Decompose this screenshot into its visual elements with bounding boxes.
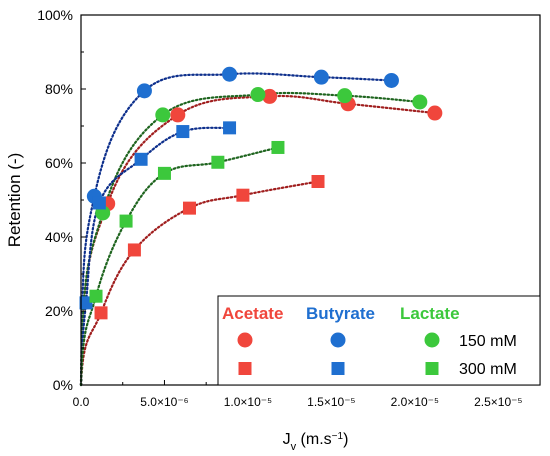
point-lactate-square bbox=[271, 140, 285, 154]
y-axis-title: Retention (-) bbox=[5, 153, 24, 247]
point-acetate-circle bbox=[170, 107, 186, 123]
y-tick-label: 80% bbox=[45, 81, 73, 97]
x-tick-label: 1.0×10⁻⁵ bbox=[224, 395, 272, 409]
legend-label-300mm: 300 mM bbox=[459, 361, 517, 378]
fit-curve-acetate bbox=[79, 180, 320, 387]
x-tick-label: 0.0 bbox=[73, 395, 90, 409]
fit-curve-butyrate bbox=[79, 126, 231, 387]
point-lactate-circle bbox=[250, 87, 266, 103]
legend-box bbox=[217, 295, 541, 386]
point-lactate-square bbox=[211, 155, 225, 169]
point-lactate-circle bbox=[337, 88, 353, 104]
point-lactate-square bbox=[119, 214, 133, 228]
x-axis-title-exp: −1 bbox=[332, 431, 344, 442]
x-axis-title-main: J bbox=[283, 431, 291, 448]
legend-circle-acetate bbox=[237, 332, 253, 348]
legend-header-acetate: Acetate bbox=[222, 304, 283, 323]
legend-circle-lactate bbox=[424, 332, 440, 348]
point-butyrate-circle bbox=[313, 69, 329, 85]
point-acetate-square bbox=[182, 201, 196, 215]
point-butyrate-circle bbox=[136, 83, 152, 99]
legend-square-acetate bbox=[238, 362, 252, 375]
point-lactate-circle bbox=[155, 107, 171, 123]
point-butyrate-circle bbox=[383, 72, 399, 88]
point-butyrate-square bbox=[134, 152, 148, 166]
point-acetate-square bbox=[311, 175, 325, 188]
x-axis-title-sub: v bbox=[291, 441, 297, 453]
y-tick-label: 100% bbox=[37, 7, 73, 23]
point-acetate-square bbox=[236, 188, 250, 202]
x-tick-label: 5.0×10⁻⁶ bbox=[140, 395, 188, 409]
legend: Acetate Butyrate Lactate 150 mM 300 mM bbox=[217, 295, 541, 386]
point-butyrate-circle bbox=[222, 66, 238, 82]
x-axis-title-close: ) bbox=[343, 431, 348, 448]
legend-square-butyrate bbox=[331, 362, 345, 375]
y-tick-label: 20% bbox=[45, 303, 73, 319]
x-tick-label: 1.5×10⁻⁵ bbox=[307, 395, 355, 409]
legend-label-150mm: 150 mM bbox=[459, 333, 517, 350]
legend-header-butyrate: Butyrate bbox=[306, 304, 375, 323]
point-butyrate-square bbox=[92, 196, 106, 210]
x-tick-label: 2.5×10⁻⁵ bbox=[474, 395, 522, 409]
legend-square-lactate bbox=[425, 362, 439, 375]
point-acetate-square bbox=[127, 243, 141, 257]
point-acetate-square bbox=[94, 306, 108, 320]
x-tick-label: 2.0×10⁻⁵ bbox=[391, 395, 439, 409]
y-tick-label: 40% bbox=[45, 229, 73, 245]
legend-header-lactate: Lactate bbox=[400, 304, 460, 323]
point-acetate-circle bbox=[427, 105, 443, 121]
point-butyrate-square bbox=[176, 125, 190, 139]
point-butyrate-square bbox=[223, 121, 237, 135]
legend-markers bbox=[237, 332, 440, 375]
point-lactate-circle bbox=[412, 94, 428, 110]
y-tick-label: 60% bbox=[45, 155, 73, 171]
legend-circle-butyrate bbox=[330, 332, 346, 348]
data-points bbox=[79, 66, 443, 320]
point-lactate-square bbox=[157, 166, 171, 180]
point-acetate-circle bbox=[262, 88, 278, 104]
x-axis-title: Jv (m.s−1) bbox=[283, 431, 349, 454]
x-axis-title-unit: (m.s bbox=[296, 431, 332, 448]
point-butyrate-square bbox=[79, 296, 93, 310]
y-tick-label: 0% bbox=[53, 377, 73, 393]
point-lactate-square bbox=[89, 289, 103, 303]
